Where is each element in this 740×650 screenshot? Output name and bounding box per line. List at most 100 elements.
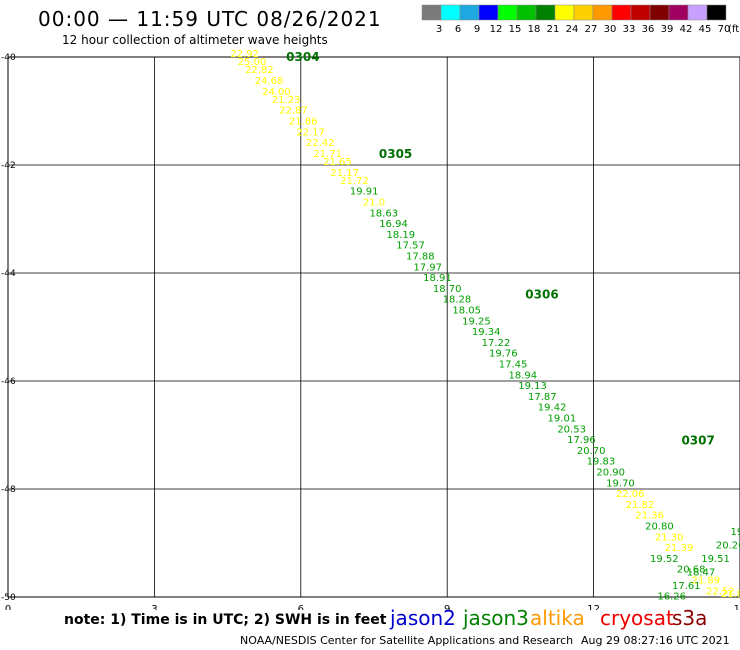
wave-height-value: 18.94 [509, 370, 538, 381]
satellite-s3a-label: s3a [672, 606, 708, 630]
wave-height-value: 19.91 [350, 187, 379, 198]
wave-height-value: 22.92 [230, 49, 259, 60]
wave-height-value: 17.61 [672, 581, 701, 592]
wave-height-value: 19.01 [548, 414, 577, 425]
wave-height-value: 19.13 [518, 381, 547, 392]
legend-swatch-label: 70 [718, 24, 731, 35]
chart-subtitle: 12 hour collection of altimeter wave hei… [62, 33, 328, 47]
legend-swatch-label: 18 [528, 24, 541, 35]
wave-height-value: 21.89 [692, 576, 721, 587]
generation-timestamp: Aug 29 08:27:16 UTC 2021 [581, 634, 730, 647]
wave-height-value: 17.57 [396, 241, 425, 252]
wave-height-value: 19.66 [731, 527, 740, 538]
legend-swatch-label: 6 [455, 24, 461, 35]
legend-swatch-label: 21 [547, 24, 560, 35]
track-id-label: 0307 [681, 433, 714, 447]
wave-height-value: 16.94 [379, 219, 408, 230]
wave-height-value: 18.91 [423, 273, 452, 284]
track-id-label: 0306 [525, 288, 558, 302]
wave-height-value: 18.05 [452, 306, 481, 317]
wave-height-value: 21.87 [721, 589, 740, 600]
wave-height-value: 21.36 [635, 511, 664, 522]
satellite-jason3-label: jason3 [463, 606, 529, 630]
wave-height-value: 18.63 [369, 208, 398, 219]
wave-height-value: 20.90 [596, 468, 625, 479]
wave-height-value: 20.80 [645, 522, 674, 533]
wave-height-value: 21.72 [340, 176, 369, 187]
legend-swatch-label: 42 [680, 24, 693, 35]
wave-height-value: 18.47 [687, 567, 716, 578]
wave-height-value: 17.97 [413, 262, 442, 273]
wave-height-value: 20.26 [716, 540, 740, 551]
wave-height-value: 19.52 [650, 554, 679, 565]
track-id-label: 0304 [286, 50, 319, 64]
wave-height-value: 21.0 [363, 198, 385, 209]
chart-title: 00:00 — 11:59 UTC 08/26/2021 [38, 7, 382, 31]
wave-height-value: 22.17 [296, 127, 325, 138]
footnote: note: 1) Time is in UTC; 2) SWH is in fe… [64, 612, 387, 628]
legend-swatch-label: 24 [566, 24, 579, 35]
track-id-label: 0305 [379, 147, 412, 161]
wave-height-value: 21.39 [665, 543, 694, 554]
wave-height-value: 19.51 [701, 554, 730, 565]
x-tick-label: 0 [5, 604, 11, 610]
wave-height-value: 24.68 [255, 76, 284, 87]
x-tick-label: 12 [587, 604, 600, 610]
satellite-jason2-label: jason2 [390, 606, 456, 630]
wave-height-value: 22.82 [245, 65, 274, 76]
wave-height-value: 25.00 [238, 57, 267, 68]
wave-height-value: 21.86 [289, 117, 318, 128]
x-tick-label: 15 [734, 604, 740, 610]
legend-swatch-label: 39 [661, 24, 674, 35]
wave-height-value: 22.42 [306, 138, 335, 149]
legend-swatch-label: 45 [699, 24, 712, 35]
wave-height-value: 17.45 [499, 360, 528, 371]
wave-height-value: 17.96 [567, 435, 596, 446]
wave-height-value: 19.25 [462, 316, 491, 327]
legend-swatch-label: 3 [436, 24, 442, 35]
legend-swatch-label: 30 [604, 24, 617, 35]
wave-height-value: 22.87 [279, 106, 308, 117]
legend-swatch-label: 12 [490, 24, 503, 35]
wave-height-value: 18.19 [387, 230, 416, 241]
wave-height-value: 19.83 [587, 457, 616, 468]
wave-height-value: 21.65 [323, 157, 352, 168]
legend-swatch [706, 4, 727, 21]
wave-height-value: 20.68 [677, 565, 706, 576]
satellite-cryosat-label: cryosat [600, 606, 674, 630]
legend-swatch-label: 9 [474, 24, 480, 35]
plot-frame [7, 56, 740, 598]
legend-swatch-label: 27 [585, 24, 598, 35]
wave-height-value: 20.70 [577, 446, 606, 457]
data-layer: 22.9225.0022.8224.6824.0021.2322.8721.86… [230, 49, 740, 603]
wave-height-value: 17.22 [482, 338, 511, 349]
wave-height-value: 21.17 [330, 168, 359, 179]
wave-height-value: 18.28 [443, 295, 472, 306]
wave-height-value: 21.23 [272, 95, 301, 106]
credit-line: NOAA/NESDIS Center for Satellite Applica… [240, 634, 574, 647]
wave-height-value: 21.71 [313, 149, 342, 160]
wave-height-value: 19.76 [489, 349, 518, 360]
x-tick-label: 9 [444, 604, 450, 610]
x-tick-label: 3 [151, 604, 157, 610]
legend-unit-label: (ft) [728, 24, 740, 35]
wave-height-value: 16.26 [657, 592, 686, 603]
wave-height-value: 18.70 [433, 284, 462, 295]
wave-height-value: 20.53 [557, 424, 586, 435]
legend-swatch-label: 15 [509, 24, 522, 35]
wave-height-value: 21.30 [655, 532, 684, 543]
wave-height-value: 22.52 [706, 586, 735, 597]
legend-swatch-label: 36 [642, 24, 655, 35]
wave-height-plot: 03691215-40-42-44-46-48-5022.9225.0022.8… [1, 49, 740, 610]
wave-height-value: 19.70 [606, 478, 635, 489]
wave-height-value: 19.42 [538, 403, 567, 414]
wave-height-value: 24.00 [262, 87, 291, 98]
y-tick-label: -50 [1, 593, 16, 603]
wave-height-value: 17.88 [406, 252, 435, 263]
satellite-altika-label: altika [530, 606, 585, 630]
wave-height-value: 21.82 [626, 500, 655, 511]
x-tick-label: 6 [298, 604, 304, 610]
wave-height-value: 19.34 [472, 327, 501, 338]
wave-height-value: 22.06 [616, 489, 645, 500]
